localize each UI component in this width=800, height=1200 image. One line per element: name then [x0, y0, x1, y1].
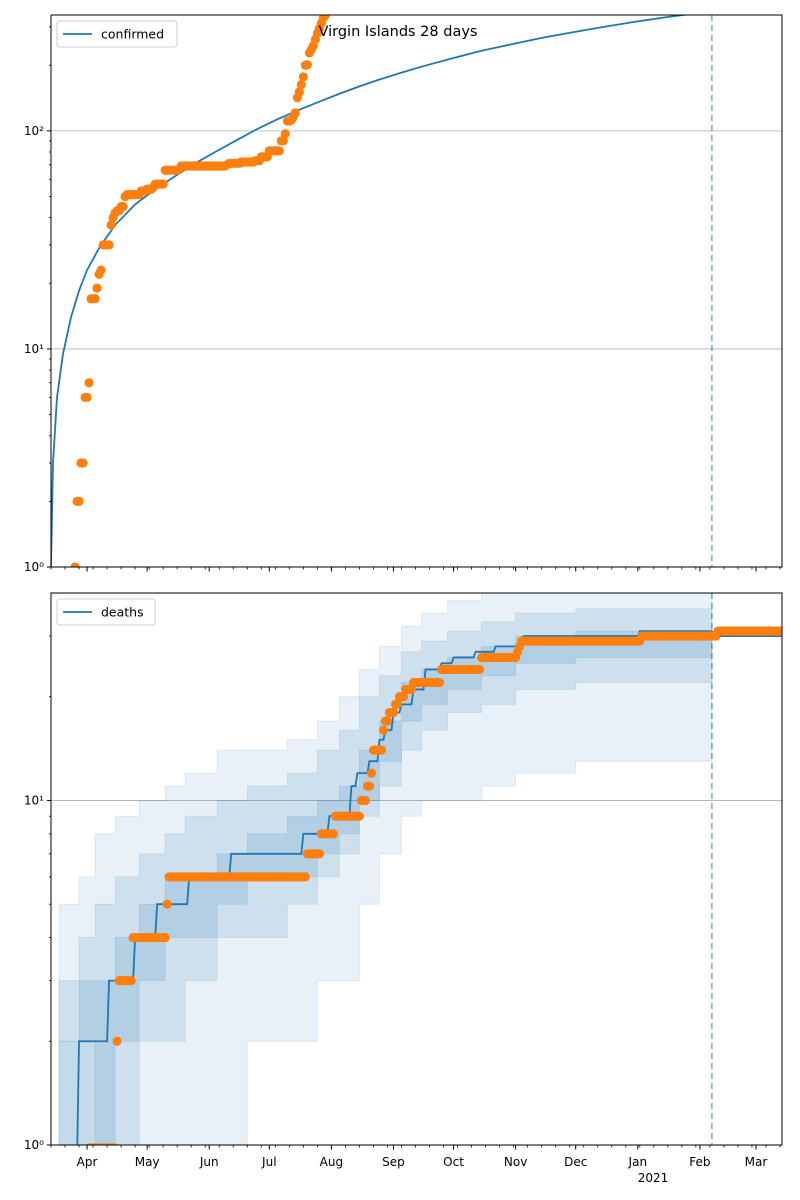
- deaths-y-ticks: 10⁰ 10¹: [24, 635, 51, 1152]
- confirmed-observed-point: [302, 60, 312, 70]
- confirmed-y-ticks: 10⁰ 10¹ 10²: [24, 26, 51, 574]
- deaths-panel: 10⁰ 10¹ Apr May Jun Jul Aug Sep Oct Nov Dec Jan Feb…: [24, 592, 783, 1185]
- deaths-observed-point: [160, 932, 170, 943]
- confirmed-observed-point: [294, 87, 304, 97]
- deaths-observed-point: [354, 811, 365, 821]
- confirmed-lines: [51, 15, 691, 567]
- deaths-observed-point: [376, 745, 387, 755]
- deaths-observed-point: [434, 677, 445, 688]
- deaths-points: [85, 626, 782, 1145]
- confirmed-observed-point: [90, 294, 100, 304]
- deaths-observed-point: [364, 781, 375, 791]
- deaths-observed-point: [378, 725, 389, 735]
- confirmed-observed-point: [158, 179, 168, 189]
- confirmed-observed-point: [74, 496, 84, 506]
- confirmed-observed-point: [290, 108, 300, 118]
- deaths-observed-point: [392, 699, 403, 710]
- x-tick-label: Aug: [320, 1155, 343, 1169]
- confirmed-legend: confirmed: [56, 20, 178, 48]
- confirmed-y-tick-label: 10⁰: [24, 560, 44, 574]
- confirmed-observed-point: [84, 378, 94, 388]
- deaths-legend: deaths: [56, 598, 156, 626]
- confirmed-observed-point: [298, 72, 308, 82]
- confirmed-observed-point: [92, 283, 102, 293]
- confirmed-points: [70, 15, 330, 567]
- confirmed-observed-point: [280, 129, 290, 139]
- x-tick-label: Jun: [199, 1155, 219, 1169]
- deaths-observed-point: [406, 684, 417, 695]
- deaths-y-tick-label: 10¹: [24, 793, 44, 807]
- confirmed-observed-point: [106, 220, 116, 230]
- deaths-observed-point: [382, 716, 393, 726]
- x-tick-label: Jul: [261, 1155, 276, 1169]
- deaths-x-ticks: Apr May Jun Jul Aug Sep Oct Nov Dec Jan Feb Mar: [50, 1145, 781, 1169]
- deaths-bands: [58, 593, 713, 1145]
- confirmed-panel: 10⁰ 10¹ 10² Virgin Islands 28 days confirm…: [24, 14, 783, 574]
- confirmed-observed-point: [118, 201, 128, 212]
- x-tick-label: May: [135, 1155, 160, 1169]
- confirmed-observed-point: [96, 265, 106, 275]
- deaths-observed-point: [300, 872, 310, 882]
- confirmed-observed-point: [320, 15, 330, 20]
- confirmed-legend-label: confirmed: [101, 27, 164, 42]
- deaths-observed-point: [388, 707, 399, 718]
- confirmed-observed-point: [78, 458, 88, 468]
- confirmed-observed-point: [274, 146, 284, 156]
- confirmed-grid: [51, 130, 782, 350]
- deaths-lines: [76, 630, 782, 1145]
- confirmed-observed-point: [104, 240, 114, 250]
- chart-title: Virgin Islands 28 days: [319, 24, 478, 40]
- confirmed-observed-point: [296, 80, 306, 90]
- confirmed-legend-box: [56, 20, 178, 48]
- x-tick-label: Jan: [628, 1155, 648, 1169]
- deaths-observed-point: [777, 626, 782, 636]
- deaths-observed-point: [360, 795, 371, 806]
- deaths-axes-frame: [50, 592, 783, 1146]
- confirmed-axes-frame: [50, 14, 783, 568]
- deaths-observed-point: [366, 768, 377, 778]
- x-tick-label: Dec: [564, 1155, 587, 1169]
- deaths-observed-point: [126, 976, 136, 986]
- deaths-observed-point: [162, 899, 172, 909]
- x-tick-label: Mar: [745, 1155, 768, 1169]
- confirmed-observed-point: [70, 562, 80, 567]
- confirmed-x-ticks: [50, 567, 781, 572]
- deaths-model-line: [76, 630, 782, 1145]
- confirmed-model-line: [51, 15, 691, 567]
- deaths-observed-point: [314, 849, 324, 859]
- confirmed-y-tick-label: 10¹: [24, 342, 44, 356]
- confirmed-observed-point: [82, 392, 92, 402]
- deaths-observed-point: [112, 1036, 122, 1046]
- confirmed-observed-point: [278, 136, 288, 146]
- x-tick-label: Nov: [504, 1155, 527, 1169]
- x-tick-label: Oct: [443, 1155, 464, 1169]
- deaths-legend-label: deaths: [101, 605, 144, 620]
- x-tick-label: Apr: [77, 1155, 98, 1169]
- deaths-y-tick-label: 10⁰: [24, 1138, 44, 1152]
- year-label: 2021: [638, 1171, 669, 1185]
- deaths-observed-point: [474, 664, 485, 675]
- x-tick-label: Feb: [689, 1155, 710, 1169]
- deaths-observed-point: [328, 829, 338, 839]
- x-tick-label: Sep: [382, 1155, 405, 1169]
- confirmed-y-tick-label: 10²: [24, 124, 44, 138]
- deaths-band-outer: [58, 593, 713, 1145]
- deaths-legend-box: [56, 598, 156, 626]
- deaths-observed-point: [398, 692, 409, 702]
